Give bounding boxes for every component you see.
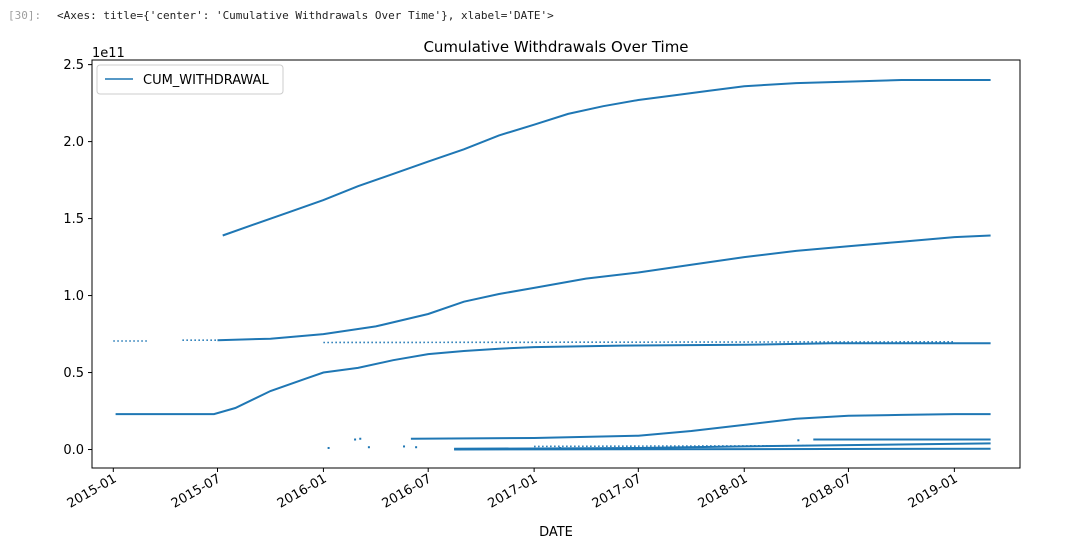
legend-box <box>96 64 284 95</box>
notebook-output-row: [30]: <Axes: title={'center': 'Cumulativ… <box>0 6 1091 26</box>
x-axis: 2015-01 2015-07 2016-01 2016-07 2017-01 2017-… <box>65 468 961 512</box>
x-tick-label-0: 2015-01 <box>65 471 120 511</box>
series-line-6 <box>454 447 991 451</box>
x-tick-label-1: 2015-07 <box>169 471 224 511</box>
y-tick-label-4: 2.0 <box>63 135 84 150</box>
legend-entry: CUM_WITHDRAWAL <box>143 73 269 88</box>
y-tick-label-1: 0.5 <box>63 366 84 381</box>
x-axis-label: DATE <box>539 525 573 539</box>
x-tick-label-3: 2016-07 <box>380 471 435 511</box>
series-point-3 <box>367 446 370 449</box>
series-line-1 <box>217 234 991 342</box>
series-sparse-segment-3 <box>534 444 814 448</box>
plot-area <box>113 79 991 451</box>
y-tick-label-5: 2.5 <box>63 58 84 73</box>
y-tick-label-3: 1.5 <box>63 212 84 227</box>
y-axis: 0.0 0.5 1.0 1.5 2.0 2.5 <box>63 58 92 458</box>
y-tick-label-2: 1.0 <box>63 289 84 304</box>
x-tick-label-6: 2018-01 <box>696 471 751 511</box>
series-point-6 <box>559 446 562 449</box>
x-tick-label-7: 2018-07 <box>800 471 855 511</box>
x-tick-label-2: 2016-01 <box>275 471 330 511</box>
axes-frame <box>91 59 1021 469</box>
series-point-4 <box>403 445 406 448</box>
x-tick-label-5: 2017-07 <box>590 471 645 511</box>
axes-repr-text: <Axes: title={'center': 'Cumulative With… <box>57 9 554 22</box>
y-offset-label: 1e11 <box>92 46 125 61</box>
series-point-8 <box>797 439 800 442</box>
y-tick-label-0: 0.0 <box>63 443 84 458</box>
series-point-1 <box>354 438 357 441</box>
series-point-5 <box>415 446 418 449</box>
series-sparse-segment-2 <box>323 340 955 344</box>
series-point-2 <box>359 437 362 440</box>
series-line-3 <box>410 413 991 440</box>
x-tick-label-4: 2017-01 <box>486 471 541 511</box>
chart-title: Cumulative Withdrawals Over Time <box>423 38 688 56</box>
series-point-0 <box>327 446 330 449</box>
legend: CUM_WITHDRAWAL <box>96 64 284 95</box>
series-line-2 <box>115 342 991 416</box>
series-line-0 <box>222 79 991 237</box>
series-point-7 <box>569 447 572 450</box>
x-tick-label-8: 2019-01 <box>906 471 961 511</box>
cell-prompt: [30]: <box>8 9 42 22</box>
